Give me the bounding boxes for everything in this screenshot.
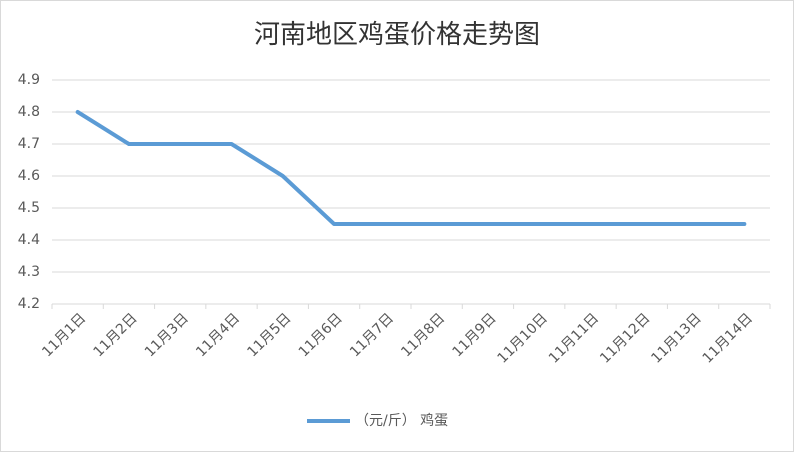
y-tick-label: 4.3 [18,264,40,280]
line-series [75,110,747,226]
y-tick-label: 4.8 [18,104,40,120]
y-tick-label: 4.2 [18,296,40,312]
y-tick-label: 4.6 [18,168,40,184]
y-tick-label: 4.5 [18,200,40,216]
y-tick-label: 4.7 [18,136,40,152]
y-tick-label: 4.4 [18,232,40,248]
y-tick-label: 4.9 [18,72,40,88]
chart-title: 河南地区鸡蛋价格走势图 [254,20,540,50]
legend-label: （元/斤） 鸡蛋 [355,412,448,429]
